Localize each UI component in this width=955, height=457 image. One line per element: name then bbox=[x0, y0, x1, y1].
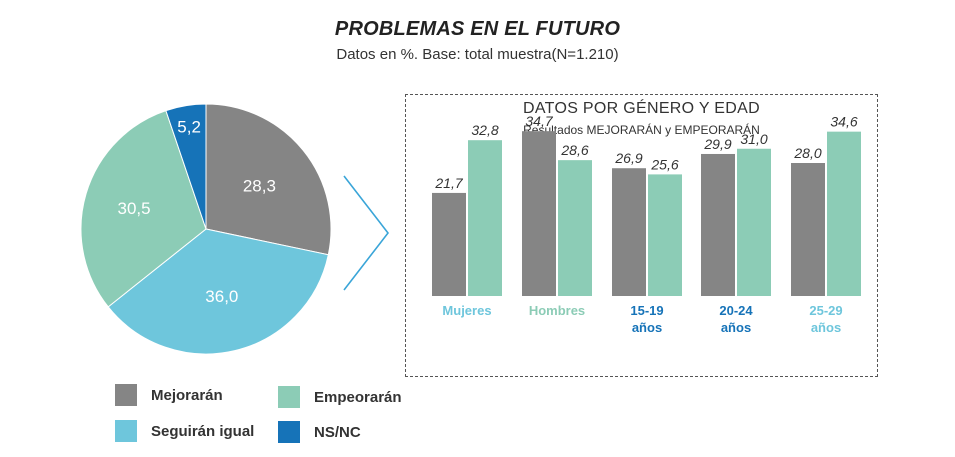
bar-value-label: 32,8 bbox=[471, 122, 498, 138]
category-label: Mujeres bbox=[442, 303, 491, 318]
bar-value-label: 31,0 bbox=[740, 131, 767, 147]
panel-subtitle: Resultados MEJORARÁN y EMPEORARÁN bbox=[523, 123, 760, 137]
chart-title: PROBLEMAS EN EL FUTURO bbox=[334, 18, 621, 40]
panel-title: DATOS POR GÉNERO Y EDAD bbox=[523, 100, 760, 117]
category-label: 20-24 bbox=[719, 303, 753, 318]
pie-label: 30,5 bbox=[117, 199, 150, 218]
bar-value-label: 28,0 bbox=[793, 145, 821, 161]
category-label: años bbox=[721, 320, 751, 335]
bar bbox=[522, 131, 556, 296]
bar bbox=[468, 140, 502, 296]
pie-label: 28,3 bbox=[243, 177, 276, 196]
bar-value-label: 34,6 bbox=[830, 114, 857, 130]
category-label: 25-29 bbox=[809, 303, 842, 318]
pie-slice bbox=[80, 109, 207, 308]
bar-value-label: 28,6 bbox=[560, 142, 588, 158]
bar-value-label: 34,7 bbox=[525, 113, 553, 129]
bar bbox=[737, 148, 771, 296]
bar-value-label: 21,7 bbox=[434, 175, 463, 191]
panel-frame bbox=[405, 94, 878, 377]
category-label: años bbox=[632, 320, 662, 335]
bar bbox=[558, 160, 592, 296]
category-label: 15-19 bbox=[630, 303, 663, 318]
bar bbox=[827, 131, 861, 296]
category-label: años bbox=[811, 320, 841, 335]
pie-label: 36,0 bbox=[205, 287, 238, 306]
category-label: Hombres bbox=[529, 303, 585, 318]
bar-value-label: 25,6 bbox=[650, 156, 678, 172]
pie-slice bbox=[165, 103, 207, 230]
bar bbox=[612, 168, 646, 296]
pie-label: 5,2 bbox=[177, 118, 201, 137]
bar bbox=[432, 192, 466, 296]
bar bbox=[648, 174, 682, 296]
bar-value-label: 26,9 bbox=[614, 150, 642, 166]
pie-slice bbox=[107, 228, 329, 355]
pie-slice bbox=[205, 103, 332, 256]
bar bbox=[791, 163, 825, 296]
bar bbox=[701, 153, 735, 296]
chart-subtitle: Datos en %. Base: total muestra(N=1.210) bbox=[336, 46, 619, 63]
bar-value-label: 29,9 bbox=[703, 136, 731, 152]
